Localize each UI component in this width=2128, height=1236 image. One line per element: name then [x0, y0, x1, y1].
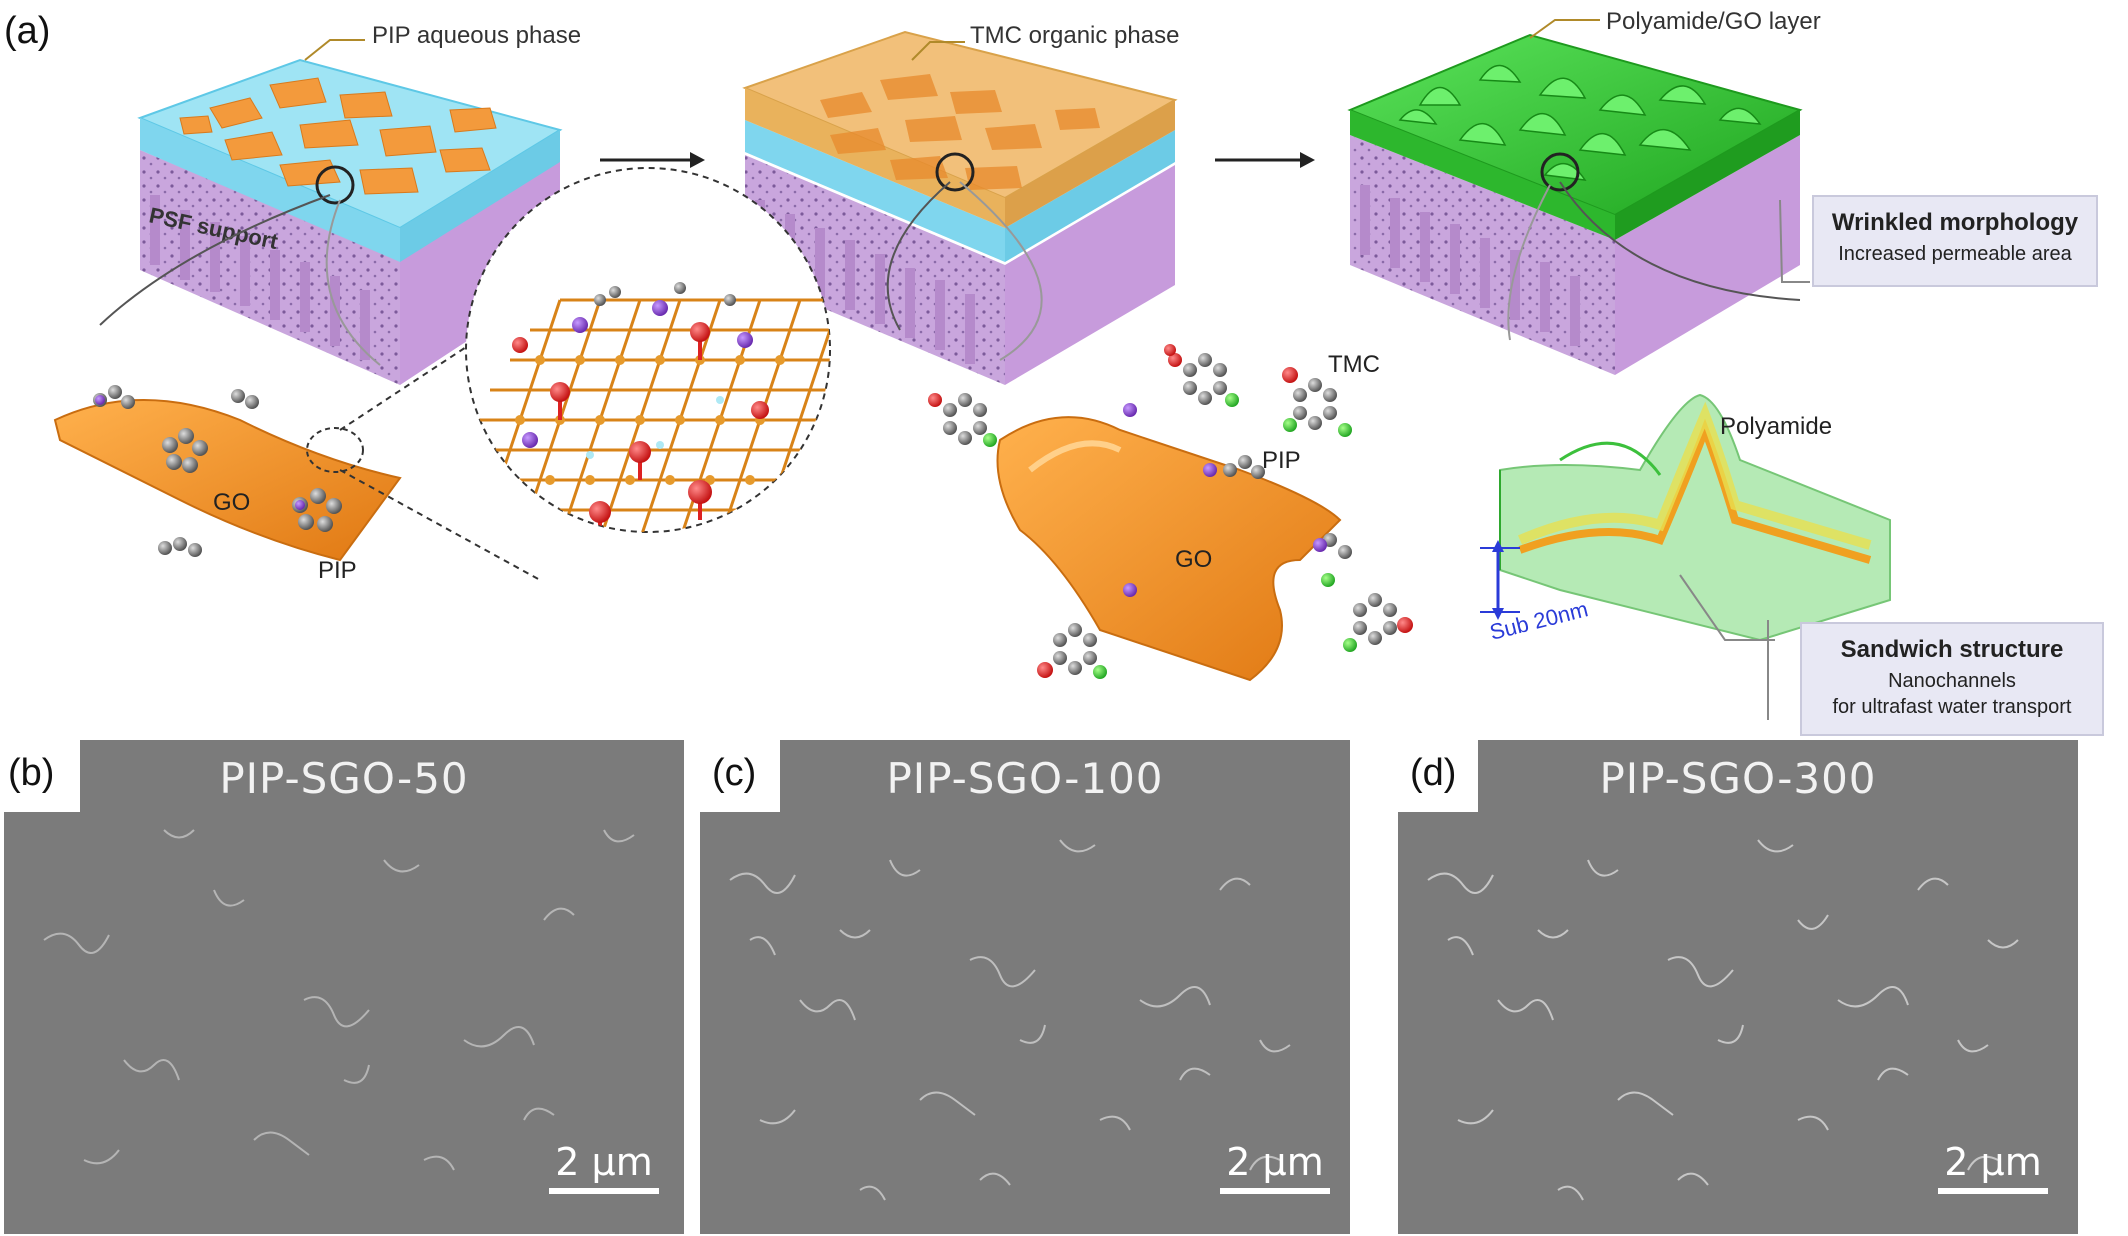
- sem-texture: [43, 829, 635, 1171]
- pip-label-left: PIP: [318, 557, 357, 584]
- pip-label-mid: PIP: [1262, 447, 1301, 474]
- pip-molecule: [162, 428, 208, 473]
- polyamide-label: Polyamide: [1720, 413, 1832, 440]
- panel-a-label: (a): [4, 10, 51, 52]
- scale-bar-d: 2 μm: [1938, 1140, 2048, 1194]
- wrinkled-morphology-box: Wrinkled morphology Increased permeable …: [1812, 195, 2098, 287]
- membrane-block-organic: [742, 30, 1178, 385]
- pip-aqueous-label: PIP aqueous phase: [372, 22, 582, 49]
- sem-title-b: PIP-SGO-50: [219, 754, 469, 803]
- schematic-diagram: PSF support: [53, 19, 1891, 720]
- panel-d-label: (d): [1410, 752, 1457, 794]
- tmc-organic-label: TMC organic phase: [970, 22, 1180, 49]
- membrane-block-aqueous: [137, 58, 563, 385]
- letter-bg-d: [1398, 740, 1478, 812]
- scale-bar-b: 2 μm: [549, 1140, 659, 1194]
- panel-c-label: (c): [712, 752, 757, 794]
- scale-bar-line-c: [1220, 1188, 1330, 1194]
- go-label-left: GO: [213, 489, 250, 516]
- go-label-mid: GO: [1175, 546, 1212, 573]
- membrane-block-polyamide: [1347, 33, 1803, 375]
- sandwich-title: Sandwich structure: [1840, 636, 2064, 663]
- sem-texture: [1427, 839, 2019, 1201]
- sandwich-line1: Nanochannels: [1888, 670, 2016, 692]
- go-sheet-middle: [928, 344, 1413, 682]
- arrow-icon: [1300, 152, 1315, 168]
- wrinkled-subtitle: Increased permeable area: [1838, 243, 2072, 265]
- scale-label-d: 2 μm: [1944, 1140, 2042, 1184]
- sem-panel-d: PIP-SGO-300 2 μm: [1398, 740, 2078, 1234]
- sem-title-c: PIP-SGO-100: [886, 754, 1164, 803]
- sem-texture: [729, 839, 1291, 1201]
- sem-panel-b: PIP-SGO-50 2 μm: [4, 740, 684, 1234]
- sandwich-structure-box: Sandwich structure Nanochannels for ultr…: [1800, 622, 2104, 736]
- graphene-zoom-circle: [465, 167, 831, 533]
- sandwich-line2: for ultrafast water transport: [1832, 696, 2072, 718]
- scale-label-c: 2 μm: [1226, 1140, 1324, 1184]
- scale-bar-line-d: [1938, 1188, 2048, 1194]
- sem-panel-c: PIP-SGO-100 2 μm: [700, 740, 1350, 1234]
- panel-b-label: (b): [8, 752, 55, 794]
- tmc-label: TMC: [1328, 351, 1380, 378]
- go-sheet-left: [53, 385, 402, 562]
- wrinkled-title: Wrinkled morphology: [1831, 209, 2079, 236]
- polyamide-go-label: Polyamide/GO layer: [1606, 8, 1821, 35]
- scale-bar-line-b: [549, 1188, 659, 1194]
- sub20-label: Sub 20nm: [1487, 596, 1590, 645]
- sem-title-d: PIP-SGO-300: [1599, 754, 1877, 803]
- scale-bar-c: 2 μm: [1220, 1140, 1330, 1194]
- arrow-icon: [690, 152, 705, 168]
- scale-label-b: 2 μm: [555, 1140, 653, 1184]
- letter-bg-c: [700, 740, 780, 812]
- sandwich-structure: [1480, 393, 1891, 720]
- letter-bg-b: [0, 740, 80, 812]
